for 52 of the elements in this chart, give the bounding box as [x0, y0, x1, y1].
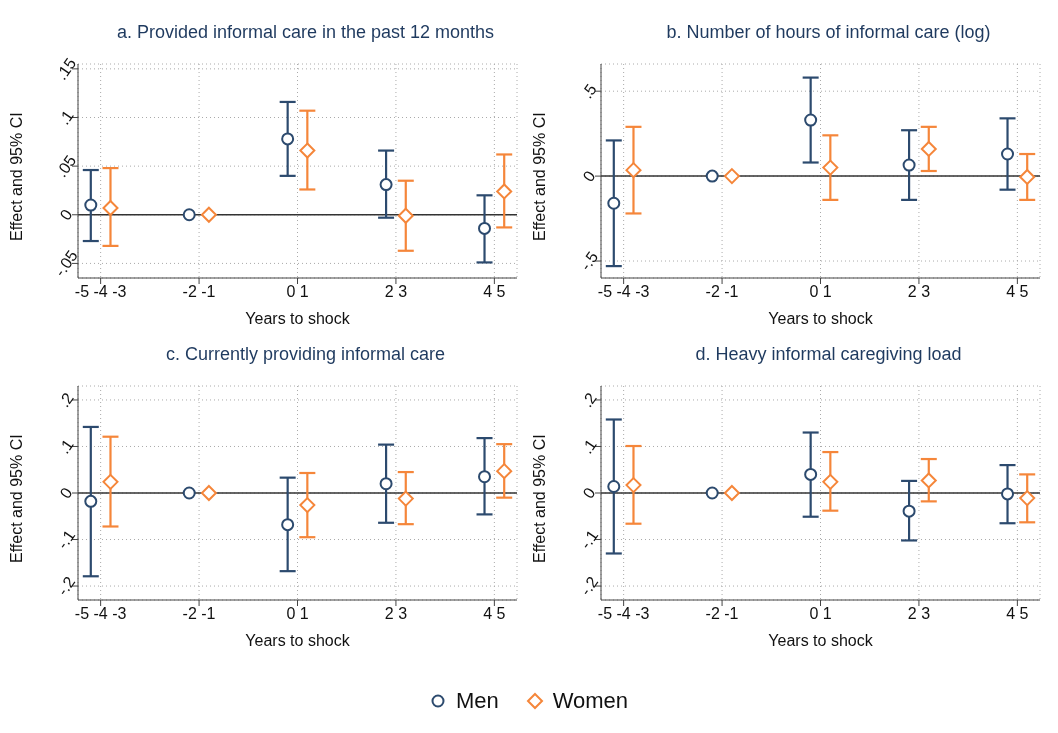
- x-tick-label: 0 1: [286, 283, 309, 301]
- x-tick-label: 4 5: [483, 283, 506, 301]
- x-tick-label: -2 -1: [182, 283, 216, 301]
- x-tick-label: -2 -1: [182, 605, 216, 623]
- x-tick-label: -5 -4 -3: [597, 283, 650, 301]
- chart-title: b. Number of hours of informal care (log): [665, 22, 992, 43]
- y-tick-label: 0: [56, 484, 76, 502]
- x-tick-label: -5 -4 -3: [74, 283, 127, 301]
- x-axis-title: Years to shock: [245, 632, 351, 649]
- x-axis-title: Years to shock: [768, 632, 874, 649]
- y-tick-label: .2: [578, 389, 600, 411]
- x-tick-label: 2 3: [384, 283, 408, 301]
- y-tick-label: 0: [579, 167, 599, 185]
- y-tick-label: -.1: [576, 526, 602, 553]
- chart-title: a. Provided informal care in the past 12 months: [115, 22, 496, 43]
- y-axis-title: Effect and 95% CI: [7, 112, 25, 241]
- y-tick-label: .2: [55, 389, 77, 411]
- y-tick-label: .1: [55, 107, 77, 128]
- y-axis-title: Effect and 95% CI: [7, 434, 25, 563]
- y-tick-label: -.1: [53, 526, 79, 553]
- y-tick-label: -.05: [51, 247, 81, 280]
- x-tick-label: -2 -1: [705, 283, 739, 301]
- x-tick-label: 2 3: [907, 283, 931, 301]
- legend-label: Men: [454, 688, 499, 714]
- x-tick-label: 4 5: [483, 605, 506, 623]
- y-tick-label: .1: [55, 436, 77, 457]
- y-tick-label: .1: [578, 436, 600, 457]
- x-tick-label: 0 1: [809, 605, 832, 623]
- y-axis-title: Effect and 95% CI: [530, 434, 548, 563]
- x-tick-label: 4 5: [1006, 283, 1029, 301]
- y-tick-label: .5: [578, 80, 600, 102]
- y-tick-label: -.2: [53, 573, 79, 599]
- y-tick-label: -.5: [576, 248, 602, 274]
- y-tick-label: .15: [52, 54, 80, 83]
- y-tick-label: -.2: [576, 573, 602, 599]
- x-tick-label: 0 1: [809, 283, 832, 301]
- x-tick-label: 2 3: [907, 605, 931, 623]
- legend-label: Women: [551, 688, 629, 714]
- y-tick-label: .05: [52, 152, 80, 181]
- x-tick-label: -5 -4 -3: [74, 605, 127, 623]
- x-tick-label: -5 -4 -3: [597, 605, 650, 623]
- x-tick-label: 2 3: [384, 605, 408, 623]
- chart-title: c. Currently providing informal care: [164, 344, 447, 365]
- x-tick-label: 4 5: [1006, 605, 1029, 623]
- x-tick-label: 0 1: [286, 605, 309, 623]
- x-axis-title: Years to shock: [768, 310, 874, 327]
- y-axis-title: Effect and 95% CI: [530, 112, 548, 241]
- x-tick-label: -2 -1: [705, 605, 739, 623]
- y-tick-label: 0: [579, 484, 599, 502]
- chart-title: d. Heavy informal caregiving load: [694, 344, 963, 365]
- y-tick-label: 0: [56, 206, 76, 224]
- x-axis-title: Years to shock: [245, 310, 351, 327]
